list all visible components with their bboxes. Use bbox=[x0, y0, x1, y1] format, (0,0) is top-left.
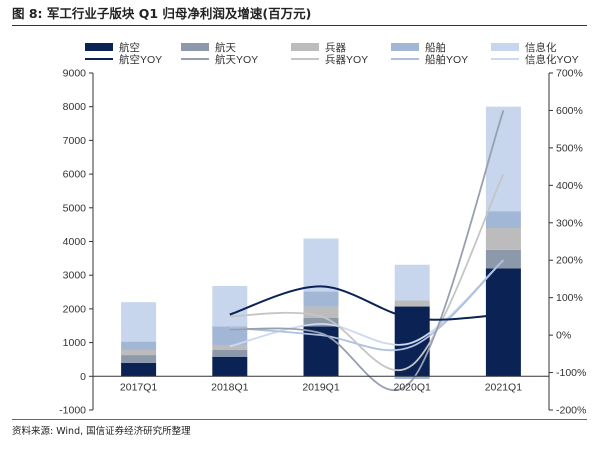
legend-swatch-aerospace bbox=[181, 43, 209, 51]
y-right-tick-label: -200% bbox=[556, 405, 586, 417]
y-left-tick-label: 1000 bbox=[63, 337, 87, 349]
legend-swatch-informatization bbox=[491, 43, 519, 51]
y-left-tick-label: 6000 bbox=[63, 169, 87, 181]
y-right-tick-label: 100% bbox=[556, 292, 583, 304]
y-right-tick-label: 0% bbox=[556, 330, 571, 342]
bar-aerospace bbox=[121, 355, 157, 363]
y-left-tick-label: 0 bbox=[80, 371, 86, 383]
x-tick-label: 2019Q1 bbox=[302, 381, 340, 393]
bar-aviation bbox=[121, 362, 157, 377]
source-note: 资料来源: Wind, 国信证券经济研究所整理 bbox=[12, 426, 191, 437]
bar-ordnance bbox=[212, 344, 248, 351]
bar-ordnance bbox=[394, 300, 430, 307]
x-tick-label: 2021Q1 bbox=[485, 381, 523, 393]
y-right-tick-label: 500% bbox=[556, 142, 583, 154]
y-right-tick-label: -100% bbox=[556, 367, 586, 379]
x-tick-label: 2020Q1 bbox=[394, 381, 432, 393]
y-right-tick-label: 400% bbox=[556, 180, 583, 192]
line-layer bbox=[229, 110, 505, 391]
y-right-tick-label: 300% bbox=[556, 217, 583, 229]
figure-title: 图 8: 军工行业子版块 Q1 归母净利润及增速(百万元) bbox=[12, 6, 312, 21]
y-left-tick-label: -1000 bbox=[59, 405, 86, 417]
bar-ordnance bbox=[303, 306, 339, 318]
bar-aerospace bbox=[212, 350, 248, 357]
legend-label-ordnance_yoy: 兵器YOY bbox=[325, 53, 368, 66]
y-left-tick-label: 5000 bbox=[63, 202, 87, 214]
bar-shipbuilding bbox=[121, 341, 157, 351]
legend-label-informatization: 信息化 bbox=[525, 41, 557, 54]
line-aviation_yoy bbox=[229, 285, 504, 321]
bar-layer bbox=[121, 106, 521, 379]
bar-ordnance bbox=[485, 228, 521, 250]
bar-informatization bbox=[212, 285, 248, 327]
bar-shipbuilding bbox=[303, 291, 339, 307]
legend-label-aviation_yoy: 航空YOY bbox=[119, 53, 162, 66]
legend-swatch-ordnance bbox=[291, 43, 319, 51]
legend-label-aerospace: 航天 bbox=[215, 41, 236, 54]
y-left-tick-label: 7000 bbox=[63, 135, 87, 147]
x-tick-label: 2018Q1 bbox=[211, 381, 249, 393]
y-left-tick-label: 8000 bbox=[63, 101, 87, 113]
line-ordnance_yoy bbox=[229, 173, 505, 372]
y-left-tick-label: 9000 bbox=[63, 68, 87, 80]
title-rule bbox=[12, 25, 587, 26]
legend-label-aviation: 航空 bbox=[119, 41, 140, 54]
bar-shipbuilding bbox=[485, 211, 521, 229]
bar-aviation bbox=[485, 268, 521, 377]
y-left-tick-label: 2000 bbox=[63, 303, 87, 315]
bar-shipbuilding bbox=[394, 376, 430, 379]
axes: -1000 0 1000 2000 3000 4000 5000 6000 7000 8000 90… bbox=[59, 68, 586, 417]
bar-informatization bbox=[394, 264, 430, 301]
footer-rule bbox=[12, 419, 587, 420]
legend-label-informatization_yoy: 信息化YOY bbox=[525, 53, 579, 66]
legend-label-shipbuilding: 船舶 bbox=[425, 41, 446, 54]
legend-label-shipbuilding_yoy: 船舶YOY bbox=[425, 53, 468, 66]
legend-label-aerospace_yoy: 航天YOY bbox=[215, 53, 258, 66]
y-right-tick-label: 700% bbox=[556, 68, 583, 80]
legend-swatch-aviation bbox=[85, 43, 113, 51]
y-left-tick-label: 4000 bbox=[63, 236, 87, 248]
y-right-tick-label: 200% bbox=[556, 255, 583, 267]
bar-aviation bbox=[212, 356, 248, 377]
x-tick-label: 2017Q1 bbox=[120, 381, 158, 393]
y-right-tick-label: 600% bbox=[556, 105, 583, 117]
y-left-tick-label: 3000 bbox=[63, 270, 87, 282]
bar-aerospace bbox=[485, 249, 521, 269]
bar-informatization bbox=[303, 238, 339, 292]
bar-ordnance bbox=[121, 350, 157, 356]
legend-swatch-shipbuilding bbox=[391, 43, 419, 51]
line-shipbuilding_yoy bbox=[229, 259, 505, 352]
line-aerospace_yoy bbox=[229, 110, 505, 391]
bar-informatization bbox=[121, 302, 157, 342]
bar-informatization bbox=[485, 106, 521, 212]
bar-shipbuilding bbox=[212, 326, 248, 345]
bar-aerospace bbox=[303, 317, 339, 327]
legend-label-ordnance: 兵器 bbox=[325, 41, 346, 54]
